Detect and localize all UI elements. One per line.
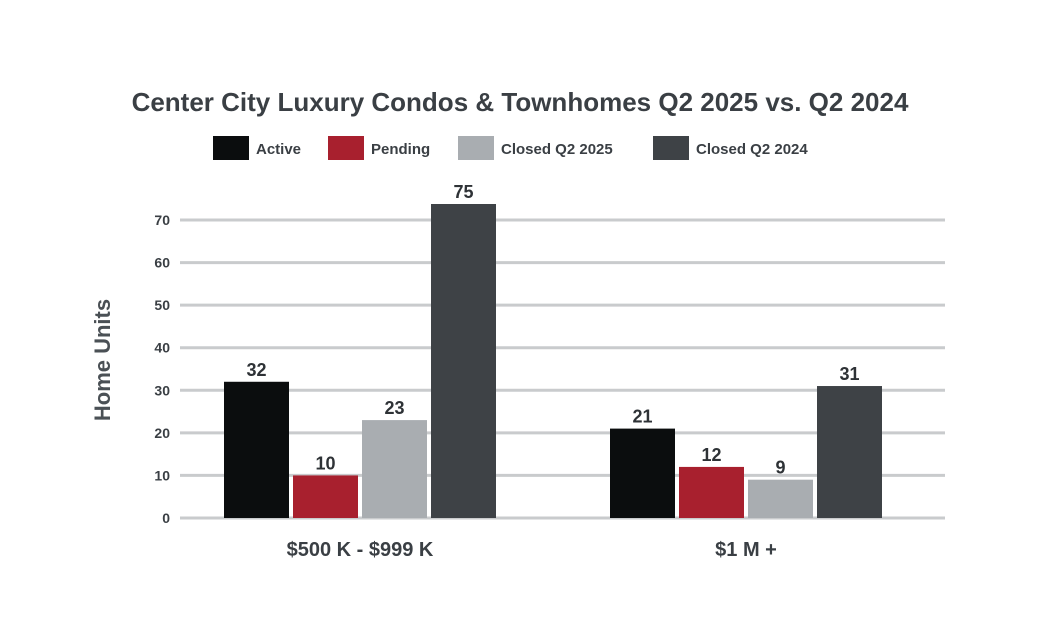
y-tick-label: 30 <box>154 382 170 398</box>
x-axis-categories: $500 K - $999 K $1 M + <box>287 539 777 561</box>
bar-closed-q2-2025-1 <box>748 479 813 518</box>
chart-title: Center City Luxury Condos & Townhomes Q2… <box>132 87 909 117</box>
bar-closed-q2-2024-0 <box>431 204 496 518</box>
data-labels: 32 10 23 75 21 12 9 31 <box>246 182 859 478</box>
data-label: 75 <box>453 182 473 202</box>
y-axis-ticks: 0 10 20 30 40 50 60 70 <box>154 212 170 526</box>
y-tick-label: 60 <box>154 255 170 271</box>
data-label: 21 <box>632 407 652 427</box>
bar-pending-1 <box>679 466 744 518</box>
y-tick-label: 10 <box>154 467 170 483</box>
legend-swatch <box>213 136 249 160</box>
y-tick-label: 50 <box>154 297 170 313</box>
x-category-label: $1 M + <box>715 539 777 561</box>
legend-label: Closed Q2 2025 <box>501 141 613 158</box>
legend-label: Pending <box>371 141 430 158</box>
y-tick-label: 70 <box>154 212 170 228</box>
legend-swatch <box>328 136 364 160</box>
data-label: 32 <box>246 360 266 380</box>
bars <box>224 204 882 518</box>
bar-active-0 <box>224 381 289 518</box>
y-tick-label: 20 <box>154 425 170 441</box>
bar-closed-q2-2025-0 <box>362 420 427 518</box>
legend-label: Active <box>256 141 301 158</box>
bar-pending-0 <box>293 475 358 518</box>
data-label: 10 <box>315 453 335 473</box>
x-category-label: $500 K - $999 K <box>287 539 434 561</box>
legend-label: Closed Q2 2024 <box>696 141 808 158</box>
data-label: 23 <box>384 398 404 418</box>
y-axis-label: Home Units <box>90 299 115 421</box>
bar-closed-q2-2024-1 <box>817 386 882 518</box>
y-tick-label: 40 <box>154 340 170 356</box>
data-label: 9 <box>775 458 785 478</box>
y-tick-label: 0 <box>162 510 170 526</box>
data-label: 31 <box>839 364 859 384</box>
bar-active-1 <box>610 428 675 518</box>
legend-swatch <box>653 136 689 160</box>
legend-swatch <box>458 136 494 160</box>
data-label: 12 <box>701 445 721 465</box>
legend: Active Pending Closed Q2 2025 Closed Q2 202… <box>213 136 808 160</box>
